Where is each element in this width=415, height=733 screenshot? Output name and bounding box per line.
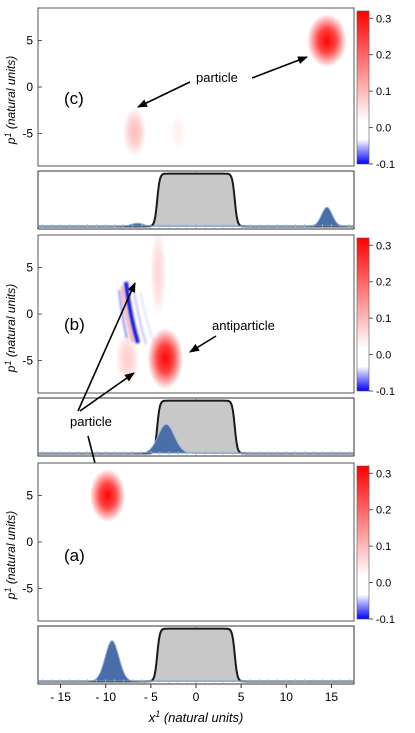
colorbar-tick-label: 0.3 — [376, 468, 391, 480]
colorbar-gradient-b — [356, 237, 370, 392]
x-tick-label: 15 — [325, 690, 339, 704]
wigner-blob — [115, 332, 140, 386]
wigner-blob — [150, 235, 167, 318]
colorbar-tick-label: 0.3 — [376, 13, 391, 25]
y-axis-label-a: p1 (natural units) — [3, 511, 18, 600]
colorbar-b: 0.3 0.2 0.1 0.0 -0.1 — [356, 237, 395, 398]
colorbar-tick-label: 0.2 — [376, 505, 391, 517]
wigner-blob — [307, 13, 347, 68]
annotation-particle-b: particle — [70, 414, 112, 429]
colorbar-gradient-a — [356, 465, 370, 620]
annotation-particle-c: particle — [196, 70, 238, 85]
y-axis-label-b: p1 (natural units) — [3, 284, 18, 373]
colorbar-tick-label: 0.0 — [376, 123, 391, 135]
y-tick-label: 5 — [26, 489, 33, 503]
density-plot-b — [38, 398, 354, 456]
panel-c: 5 0 -5 (c) particle 0.3 0.2 0.1 0.0 -0.1 p1 (n… — [3, 7, 395, 230]
barrier-fill — [38, 173, 354, 227]
arrow-antiparticle — [189, 335, 217, 353]
panel-label-a: (a) — [64, 546, 85, 565]
colorbar-tick-label: 0.3 — [376, 240, 391, 252]
barrier-fill — [38, 400, 354, 454]
wigner-blob — [169, 113, 186, 151]
heatmap-frame-b — [37, 234, 355, 394]
y-tick-label: 5 — [26, 261, 33, 275]
y-ticks-a: 5 0 -5 — [22, 489, 42, 595]
x-tick-label: - 10 — [95, 690, 116, 704]
x-tick-label: - 15 — [50, 690, 71, 704]
colorbar-tick-label: 0.2 — [376, 277, 391, 289]
colorbar-tick-label: 0.0 — [376, 578, 391, 590]
colorbar-tick-label: 0.1 — [376, 86, 391, 98]
panel-b: 5 0 -5 (b) antiparticle 0.3 0.2 0.1 0.0 -0.1 p… — [3, 234, 395, 457]
density-plot-a — [38, 626, 354, 684]
y-tick-label: 0 — [26, 80, 33, 94]
colorbar-tick-label: -0.1 — [376, 386, 395, 398]
colorbar-tick-label: 0.0 — [376, 350, 391, 362]
y-tick-label: -5 — [22, 353, 33, 367]
x-tick-label: - 5 — [144, 690, 158, 704]
fringe-blue-main — [124, 281, 140, 344]
y-tick-label: 0 — [26, 535, 33, 549]
barrier-fill — [38, 628, 354, 682]
fringe-red-mid — [121, 285, 134, 343]
y-tick-label: -5 — [22, 581, 33, 595]
x-tick-label: 5 — [238, 690, 245, 704]
colorbar-a: 0.3 0.2 0.1 0.0 -0.1 — [356, 465, 395, 626]
wigner-blob — [147, 327, 184, 390]
x-axis-label: x1 (natural units) — [148, 709, 244, 725]
wigner-blob — [122, 107, 147, 157]
y-ticks-c: 5 0 -5 — [22, 34, 42, 140]
y-ticks-b: 5 0 -5 — [22, 261, 42, 367]
arrow-particle-c-left — [137, 81, 191, 108]
panel-label-b: (b) — [64, 315, 85, 334]
heatmap-frame-c — [37, 7, 355, 167]
panel-a: 5 0 -5 (a) 0.3 0.2 0.1 0.0 -0.1 p1 (natural un… — [3, 462, 395, 725]
arrow-particle-c-right — [251, 56, 308, 79]
fringe-faint-right — [139, 291, 155, 343]
y-tick-label: 0 — [26, 307, 33, 321]
heatmap-blobs-b — [115, 235, 184, 390]
heatmap-frame-a — [37, 462, 355, 622]
y-tick-label: -5 — [22, 126, 33, 140]
colorbar-tick-label: -0.1 — [376, 159, 395, 171]
y-tick-label: 5 — [26, 34, 33, 48]
arrow-particle-b-mid — [79, 372, 135, 412]
colorbar-tick-label: 0.1 — [376, 313, 391, 325]
particle-annotation-b: particle — [70, 282, 136, 476]
density-plot-c — [38, 171, 354, 229]
y-axis-label-c: p1 (natural units) — [3, 56, 18, 145]
x-tick-label: 10 — [280, 690, 294, 704]
colorbar-tick-label: 0.1 — [376, 541, 391, 553]
colorbar-tick-label: 0.2 — [376, 50, 391, 62]
wigner-blob — [89, 468, 126, 523]
panel-label-c: (c) — [64, 89, 84, 108]
fringe-blue-left — [118, 289, 128, 339]
colorbar-c: 0.3 0.2 0.1 0.0 -0.1 — [356, 10, 395, 171]
annotation-antiparticle: antiparticle — [212, 318, 275, 333]
arrow-particle-b-up — [77, 282, 136, 412]
x-ticks: - 15 - 10 - 5 0 5 10 15 — [50, 684, 338, 704]
heatmap-blobs-a — [89, 468, 126, 523]
heatmap-blobs-c — [122, 13, 347, 157]
colorbar-tick-label: -0.1 — [376, 614, 395, 626]
x-tick-label: 0 — [193, 690, 200, 704]
colorbar-gradient-c — [356, 10, 370, 165]
